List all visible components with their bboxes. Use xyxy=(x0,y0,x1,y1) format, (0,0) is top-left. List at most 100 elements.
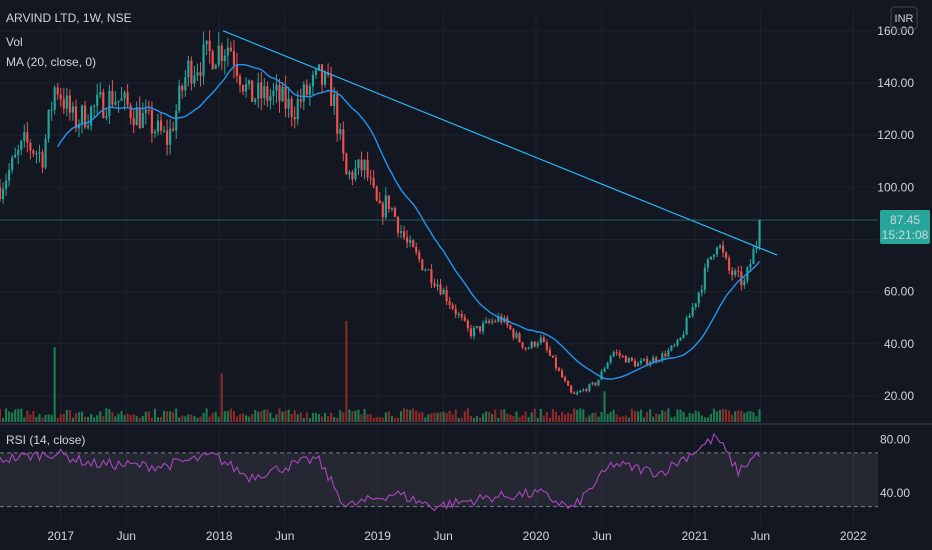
vol-legend[interactable]: Vol xyxy=(6,35,23,49)
ma-legend[interactable]: MA (20, close, 0) xyxy=(6,55,96,69)
volume-bar xyxy=(272,417,275,422)
volume-bar xyxy=(84,416,87,422)
candle-body xyxy=(229,47,232,52)
volume-bar xyxy=(71,417,74,422)
candle-body xyxy=(257,82,260,99)
candle-body xyxy=(117,100,120,102)
volume-bar xyxy=(524,411,527,422)
candle-body xyxy=(512,329,515,338)
candle-body xyxy=(734,270,737,276)
candle-body xyxy=(618,352,621,356)
volume-bar xyxy=(333,416,336,422)
candle-body xyxy=(378,200,381,204)
volume-bar xyxy=(454,409,457,422)
volume-bar xyxy=(275,414,278,422)
volume-bar xyxy=(725,409,728,422)
candle-body xyxy=(494,321,497,323)
price-tick-label: 40.00 xyxy=(884,337,914,351)
currency-button[interactable]: INR xyxy=(890,6,918,30)
volume-bar xyxy=(609,411,612,422)
volume-bar xyxy=(38,413,41,422)
volume-bar xyxy=(694,410,697,422)
volume-bar xyxy=(497,417,500,422)
volume-bar xyxy=(153,408,157,422)
volume-bar xyxy=(406,409,409,422)
candle-body xyxy=(463,317,466,321)
candle-body xyxy=(527,348,530,350)
volume-bar xyxy=(560,411,564,422)
volume-bar xyxy=(436,412,439,422)
volume-bar xyxy=(728,410,731,422)
candle-body xyxy=(594,382,597,386)
candle-body xyxy=(551,355,554,358)
candle-body xyxy=(348,172,351,175)
candle-body xyxy=(311,74,314,87)
currency-label[interactable]: INR xyxy=(895,13,914,25)
volume-bar xyxy=(5,408,8,422)
volume-bar xyxy=(339,410,342,422)
candle-body xyxy=(460,313,463,318)
volume-bar xyxy=(266,409,269,422)
volume-bar xyxy=(254,410,257,422)
volume-bar xyxy=(363,408,366,422)
volume-bars xyxy=(0,320,761,422)
volume-bar xyxy=(62,413,65,422)
candle-body xyxy=(515,333,518,338)
trendline[interactable] xyxy=(222,30,778,256)
time-tick-label: 2019 xyxy=(364,529,391,543)
volume-bar xyxy=(430,413,433,422)
candle-body xyxy=(84,105,87,128)
volume-bar xyxy=(670,417,673,422)
volume-bar xyxy=(481,413,485,422)
volume-bar xyxy=(111,412,114,422)
candle-body xyxy=(718,245,722,248)
candle-body xyxy=(87,125,90,128)
candle-body xyxy=(652,357,655,363)
volume-bar xyxy=(169,411,172,422)
candle-body xyxy=(266,86,269,101)
candle-body xyxy=(181,85,184,91)
candle-body xyxy=(424,270,427,272)
price-tick-label: 60.00 xyxy=(884,285,914,299)
candle-body xyxy=(135,107,138,126)
volume-bar xyxy=(366,414,369,422)
rsi-legend[interactable]: RSI (14, close) xyxy=(6,433,85,447)
volume-bar xyxy=(105,408,108,422)
candle-body xyxy=(712,254,716,257)
candle-body xyxy=(23,132,26,141)
volume-bar xyxy=(621,416,624,422)
volume-bar xyxy=(442,411,445,422)
candle-body xyxy=(162,130,166,132)
symbol-title[interactable]: ARVIND LTD, 1W, NSE xyxy=(6,11,132,25)
volume-bar xyxy=(126,413,129,422)
volume-bar xyxy=(80,411,84,422)
volume-bar xyxy=(740,410,743,422)
candle-body xyxy=(175,110,178,131)
candle-body xyxy=(41,152,44,168)
volume-bar xyxy=(132,414,135,422)
volume-bar xyxy=(755,416,758,422)
volume-bar xyxy=(26,410,29,422)
candle-body xyxy=(603,368,606,372)
candle-body xyxy=(615,352,618,354)
volume-bar xyxy=(639,409,643,422)
volume-bar xyxy=(743,412,746,422)
candle-body xyxy=(560,370,564,378)
volume-bar xyxy=(633,410,637,422)
volume-bar xyxy=(412,408,415,422)
time-axis[interactable]: 2017 Jun 2018 Jun 2019 Jun 2020 Jun 2021 Jun 2022 xyxy=(47,529,867,543)
candle-body xyxy=(521,342,524,348)
candle-body xyxy=(169,128,172,145)
candle-body xyxy=(582,389,585,391)
rsi-axis[interactable]: 40.00 80.00 xyxy=(880,432,910,500)
volume-bar xyxy=(175,408,178,422)
volume-bar xyxy=(135,416,138,422)
currency-button-box[interactable] xyxy=(890,6,918,30)
volume-bar xyxy=(59,414,62,422)
candle-body xyxy=(65,95,68,109)
volume-bar xyxy=(181,415,184,422)
candle-body xyxy=(178,85,181,111)
volume-bar xyxy=(41,417,44,422)
candle-body xyxy=(333,94,336,106)
